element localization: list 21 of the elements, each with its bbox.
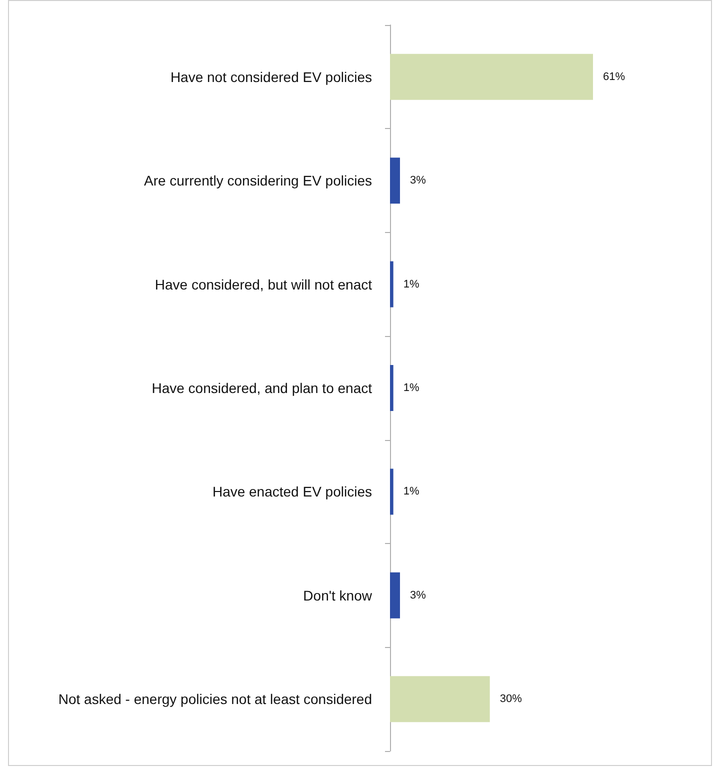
y-tick-label: Have enacted EV policies bbox=[212, 484, 372, 500]
bar bbox=[390, 572, 400, 618]
bar bbox=[390, 365, 394, 411]
bar bbox=[390, 158, 400, 204]
data-label: 61% bbox=[603, 70, 626, 83]
y-tick-label: Have considered, but will not enact bbox=[154, 276, 372, 292]
data-label: 1% bbox=[403, 382, 420, 394]
data-label: 1% bbox=[403, 486, 420, 498]
y-tick-label: Are currently considering EV policies bbox=[144, 172, 372, 189]
y-tick-label: Have not considered EV policies bbox=[170, 68, 372, 85]
bar bbox=[390, 261, 394, 308]
y-tick-label: Don't know bbox=[303, 587, 373, 604]
data-label: 1% bbox=[403, 278, 420, 290]
y-tick-label: Not asked - energy policies not at least considered bbox=[58, 691, 372, 708]
bar bbox=[390, 54, 593, 100]
bar bbox=[390, 468, 394, 515]
bar bbox=[390, 676, 490, 722]
data-label: 30% bbox=[500, 693, 522, 706]
data-label: 3% bbox=[410, 589, 426, 602]
data-label: 3% bbox=[410, 174, 426, 187]
y-tick-label: Have considered, and plan to enact bbox=[152, 380, 372, 396]
